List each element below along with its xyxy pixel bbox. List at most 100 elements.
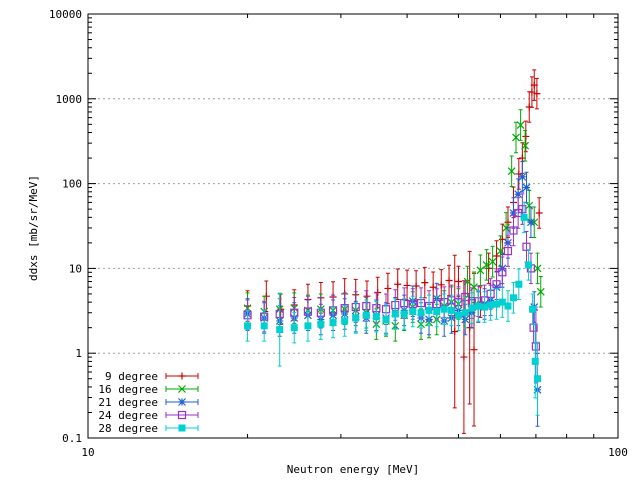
data-point xyxy=(525,261,533,269)
data-point xyxy=(470,346,478,354)
data-point xyxy=(536,287,545,296)
data-point xyxy=(492,280,501,289)
data-point xyxy=(451,328,459,336)
data-point xyxy=(277,305,285,313)
data-point xyxy=(317,320,325,328)
legend-marker xyxy=(178,385,186,393)
data-point xyxy=(417,309,425,317)
y-tick-label: 1 xyxy=(75,347,82,360)
data-point xyxy=(468,304,476,312)
legend-label: 16 degree xyxy=(98,383,158,396)
legend-label: 24 degree xyxy=(98,409,158,422)
data-point xyxy=(531,342,541,351)
data-point xyxy=(454,311,462,319)
legend-label: 21 degree xyxy=(98,396,158,409)
error-bar xyxy=(516,197,521,229)
data-point xyxy=(341,317,349,325)
data-point xyxy=(382,315,390,323)
data-point xyxy=(329,319,337,327)
data-point xyxy=(421,279,429,287)
data-point xyxy=(526,218,535,227)
error-bar xyxy=(505,235,510,267)
data-point xyxy=(533,90,541,98)
error-bar xyxy=(524,230,529,263)
data-point xyxy=(518,172,527,181)
data-point xyxy=(391,310,399,318)
series-layer xyxy=(243,69,545,434)
data-point xyxy=(522,132,530,140)
data-point xyxy=(482,260,491,269)
data-point xyxy=(535,209,543,217)
data-point xyxy=(514,190,523,199)
data-point xyxy=(363,292,371,300)
data-point xyxy=(244,322,252,330)
y-tick-label: 100 xyxy=(62,178,82,191)
data-point xyxy=(362,311,370,319)
data-point xyxy=(403,281,411,289)
x-axis-label: Neutron energy [MeV] xyxy=(287,463,419,476)
data-point xyxy=(437,281,445,289)
data-point xyxy=(522,183,531,192)
data-point xyxy=(260,322,268,330)
x-tick-label: 10 xyxy=(81,446,94,459)
data-point xyxy=(498,268,507,277)
data-point xyxy=(504,218,512,226)
legend-line xyxy=(165,412,199,418)
data-point xyxy=(529,305,537,313)
data-point xyxy=(304,322,312,330)
legend-label: 28 degree xyxy=(98,422,158,435)
error-bar xyxy=(528,252,533,285)
x-tick-label: 100 xyxy=(608,446,628,459)
data-point xyxy=(533,264,542,273)
data-point xyxy=(520,213,528,221)
axis-layer: 0.1 1 10 100 1000 10000 10 100 xyxy=(49,8,628,459)
data-point xyxy=(487,301,495,309)
data-point xyxy=(445,276,453,284)
y-tick-label: 1000 xyxy=(56,93,83,106)
data-point xyxy=(504,302,512,310)
data-point xyxy=(493,252,501,260)
legend-marker xyxy=(178,398,186,406)
data-point xyxy=(531,357,539,365)
data-point xyxy=(521,141,530,150)
data-point xyxy=(488,257,497,266)
data-point xyxy=(447,306,455,314)
y-tick-label: 10 xyxy=(69,262,82,275)
series-0 xyxy=(244,69,543,434)
data-point xyxy=(515,280,523,288)
data-point xyxy=(509,294,517,302)
data-point xyxy=(372,313,380,321)
data-point xyxy=(425,306,433,314)
series-4 xyxy=(244,201,542,416)
data-point xyxy=(509,209,518,217)
data-point xyxy=(493,300,501,308)
data-point xyxy=(276,326,284,334)
data-point xyxy=(525,201,534,210)
data-point xyxy=(516,121,525,129)
data-point xyxy=(461,309,469,317)
data-point xyxy=(400,310,408,318)
plot-frame xyxy=(87,13,619,439)
legend-label: 9 degree xyxy=(105,370,158,383)
data-point xyxy=(534,375,542,383)
legend-marker xyxy=(178,424,186,432)
data-point xyxy=(503,246,513,256)
data-point xyxy=(290,324,298,332)
data-point xyxy=(522,242,531,251)
data-point xyxy=(433,308,441,316)
data-point xyxy=(460,353,468,361)
data-point xyxy=(440,305,448,313)
data-point xyxy=(512,133,520,142)
error-bar xyxy=(511,214,516,247)
data-point xyxy=(509,226,518,235)
data-point xyxy=(454,278,462,286)
legend-marker xyxy=(178,372,186,380)
y-tick-label: 0.1 xyxy=(62,432,82,445)
data-point xyxy=(518,205,527,214)
y-axis-label: ddxs [mb/sr/MeV] xyxy=(27,175,40,281)
data-point xyxy=(481,303,489,311)
data-point xyxy=(394,280,402,288)
data-point xyxy=(384,284,392,292)
